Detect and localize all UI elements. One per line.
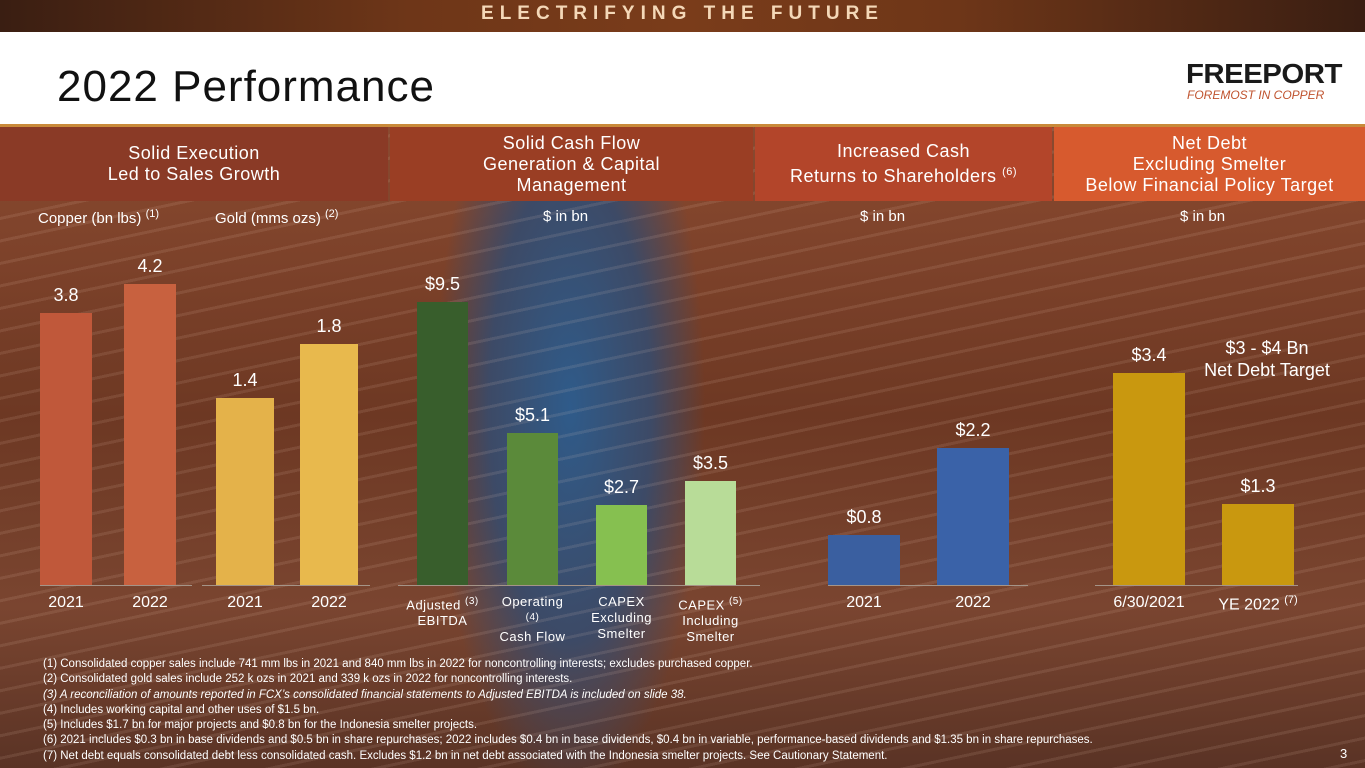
gold-unit-label: Gold (mms ozs) (2) <box>215 208 338 227</box>
bar-value-label: $1.3 <box>1240 475 1276 496</box>
axis-tick-label: YE 2022 (7) <box>1218 594 1298 614</box>
footnote: (6) 2021 includes $0.3 bn in base divide… <box>43 734 1093 747</box>
net-debt-target-label: $3 - $4 Bn Net Debt Target <box>1182 337 1352 381</box>
chart-bar <box>937 448 1009 585</box>
section-line: Led to Sales Growth <box>107 164 281 184</box>
bar-value-label: 1.8 <box>316 316 342 336</box>
chart-bar <box>596 504 647 585</box>
axis-tick-label: CAPEX (5) Including Smelter <box>678 596 743 645</box>
footnote: (4) Includes working capital and other u… <box>43 703 320 716</box>
page-number: 3 <box>1340 746 1348 761</box>
section-line-text: Returns to Shareholders <box>789 166 997 186</box>
chart-baseline <box>398 585 760 586</box>
chart-bar <box>1222 503 1294 585</box>
chart-bar <box>1113 373 1185 585</box>
section-header-cash-flow: Solid Cash Flow Generation & Capital Man… <box>390 127 753 201</box>
chart-baseline <box>828 585 1028 586</box>
bar-value-label: $3.5 <box>692 452 729 473</box>
section-header-execution: Solid Execution Led to Sales Growth <box>0 127 388 201</box>
chart-bar <box>507 433 558 585</box>
header <box>0 32 1365 124</box>
bar-value-label: $9.5 <box>424 274 461 294</box>
axis-tick-label: CAPEX Excluding Smelter <box>591 594 652 641</box>
section-line: Below Financial Policy Target <box>1085 174 1334 195</box>
bar-value-label: 3.8 <box>53 284 79 305</box>
section-line: Net Debt <box>1171 132 1248 153</box>
section-line: Solid Execution <box>128 143 260 163</box>
section-line: Returns to Shareholders (6) <box>755 162 1052 187</box>
target-line: Net Debt Target <box>1204 360 1330 380</box>
chart-baseline <box>40 585 192 586</box>
section-header-net-debt: Net Debt Excluding Smelter Below Financi… <box>1054 127 1365 201</box>
footnote-ref: (6) <box>1002 166 1018 178</box>
chart-bar <box>828 535 900 585</box>
footnote-ref: (2) <box>325 208 339 220</box>
copper-unit-label: Copper (bn lbs) (1) <box>38 208 159 227</box>
target-line: $3 - $4 Bn <box>1225 338 1309 358</box>
footnote: (3) A reconciliation of amounts reported… <box>43 688 687 701</box>
axis-tick-label: Operating (4) Cash Flow <box>499 594 566 645</box>
cash-flow-unit-label: $ in bn <box>543 208 589 225</box>
chart-bar <box>417 302 468 585</box>
logo-tagline: FOREMOST IN COPPER <box>1187 88 1325 102</box>
axis-tick-label: 2021 <box>846 594 882 611</box>
page-title: 2022 Performance <box>57 62 435 111</box>
axis-tick-label: 2022 <box>311 594 347 611</box>
chart-baseline <box>1095 585 1298 586</box>
bar-value-label: $2.2 <box>955 420 991 440</box>
chart-bar <box>216 397 274 585</box>
section-line: Increased Cash <box>836 141 971 161</box>
bar-value-label: $0.8 <box>846 507 882 528</box>
banner-tagline: ELECTRIFYING THE FUTURE <box>481 3 884 24</box>
axis-tick-label: 2021 <box>48 594 84 611</box>
footnote: (7) Net debt equals consolidated debt le… <box>43 749 888 762</box>
bar-value-label: $3.4 <box>1131 345 1167 365</box>
bar-value-label: $5.1 <box>514 405 551 426</box>
axis-tick-label: 2021 <box>227 594 263 611</box>
header-divider <box>0 124 1365 127</box>
footnote: (1) Consolidated copper sales include 74… <box>43 658 753 670</box>
bar-value-label: 1.4 <box>232 369 258 390</box>
axis-tick-label: 2022 <box>132 594 168 611</box>
section-header-cash-returns: Increased Cash Returns to Shareholders (… <box>755 127 1052 201</box>
chart-bar <box>124 284 176 585</box>
axis-tick-label: 6/30/2021 <box>1113 594 1185 611</box>
axis-tick-label: 2022 <box>955 594 991 611</box>
footnotes: (1) Consolidated copper sales include 74… <box>43 657 1093 764</box>
chart-bar <box>685 480 736 585</box>
footnote: (5) Includes $1.7 bn for major projects … <box>43 719 478 732</box>
axis-tick-label: Adjusted (3) EBITDA <box>406 596 479 629</box>
chart-baseline <box>202 585 370 586</box>
returns-unit-label: $ in bn <box>860 208 906 225</box>
bar-value-label: $2.7 <box>603 476 640 497</box>
section-line: Solid Cash Flow <box>502 132 641 153</box>
unit-text: Gold (mms ozs) <box>215 210 321 227</box>
chart-bar <box>40 312 92 585</box>
net-debt-unit-label: $ in bn <box>1180 208 1226 225</box>
footnote-ref: (1) <box>145 208 160 220</box>
section-line: Excluding Smelter <box>1132 153 1287 174</box>
top-banner <box>0 0 1365 32</box>
unit-text: Copper (bn lbs) <box>38 210 142 227</box>
chart-bar <box>300 344 358 585</box>
section-line: Management <box>516 174 627 195</box>
bar-value-label: 4.2 <box>137 256 163 276</box>
section-line: Generation & Capital <box>482 153 661 174</box>
footnote: (2) Consolidated gold sales include 252 … <box>43 673 573 686</box>
company-logo: FREEPORT <box>1186 58 1342 89</box>
